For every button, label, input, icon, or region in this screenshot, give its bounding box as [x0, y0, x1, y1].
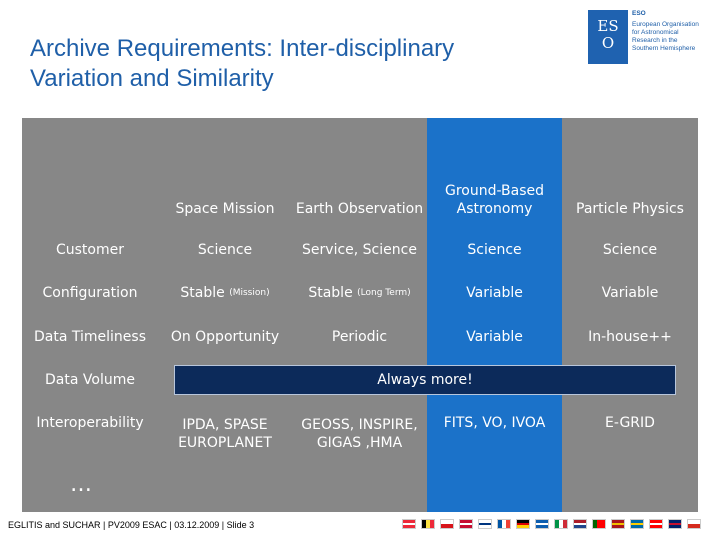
eso-logo-glyph-line-1: ES	[597, 17, 619, 35]
flag-uk-icon	[668, 519, 682, 529]
eso-logo-text: ESO European Organisation for Astronomic…	[632, 10, 712, 53]
eso-short-name: ESO	[632, 10, 646, 17]
column-bg-ground-based-astronomy	[427, 118, 562, 512]
cell-interop-space-mission: IPDA, SPASE EUROPLANET	[178, 417, 272, 451]
cell-timeliness-space-mission: On Opportunity	[170, 329, 280, 345]
flag-netherlands-icon	[573, 519, 587, 529]
column-header-earth-observation: Earth Observation	[295, 201, 424, 217]
column-header-space-mission: Space Mission	[175, 201, 275, 217]
flag-denmark-icon	[459, 519, 473, 529]
eso-logo: ES O	[588, 10, 628, 64]
cell-configuration-space-mission: Stable (Mission)	[158, 281, 292, 305]
flag-portugal-icon	[592, 519, 606, 529]
row-label-customer: Customer	[55, 242, 124, 258]
member-state-flags	[402, 519, 701, 529]
cell-timeliness-earth-observation: Periodic	[331, 329, 388, 345]
flag-belgium-icon	[421, 519, 435, 529]
flag-italy-icon	[554, 519, 568, 529]
cell-customer-particle-physics: Science	[602, 242, 658, 258]
cell-configuration-ground-based: Variable	[466, 285, 523, 301]
cell-configuration-space-mission-note: (Mission)	[229, 288, 270, 298]
flag-sweden-icon	[630, 519, 644, 529]
cell-configuration-particle-physics: Variable	[601, 285, 659, 301]
slide-title-line-2: Variation and Similarity	[30, 65, 274, 92]
cell-configuration-earth-observation-note: (Long Term)	[357, 288, 411, 298]
cell-customer-space-mission: Science	[197, 242, 253, 258]
cell-customer-earth-observation: Service, Science	[302, 242, 417, 258]
cell-customer-ground-based: Science	[467, 242, 522, 258]
row-label-configuration: Configuration	[42, 285, 138, 301]
eso-name-line-3: Research in the	[632, 37, 678, 44]
column-bg-space-mission	[158, 118, 292, 512]
flag-switzerland-icon	[649, 519, 663, 529]
more-rows-ellipsis: …	[70, 472, 94, 497]
row-label-data-timeliness: Data Timeliness	[34, 329, 146, 345]
flag-chile-icon	[687, 519, 701, 529]
cell-timeliness-particle-physics: In-house++	[588, 329, 672, 345]
row-label-interoperability: Interoperability	[36, 415, 144, 431]
slide-title: Archive Requirements: Inter-disciplinary…	[30, 34, 570, 94]
eso-logo-glyph-line-2: O	[601, 34, 615, 52]
cell-configuration-earth-observation: Stable (Long Term)	[292, 281, 427, 305]
eso-logo-glyph: ES O	[588, 18, 628, 52]
slide-title-line-1: Archive Requirements: Inter-disciplinary	[30, 35, 455, 62]
cell-interop-particle-physics: E-GRID	[605, 415, 655, 431]
flag-greece-icon	[535, 519, 549, 529]
eso-name-line-1: European Organisation	[632, 21, 699, 28]
cell-timeliness-ground-based: Variable	[466, 329, 523, 345]
flag-germany-icon	[516, 519, 530, 529]
cell-configuration-earth-observation-value: Stable	[308, 285, 353, 301]
cell-configuration-space-mission-value: Stable	[180, 285, 225, 301]
flag-france-icon	[497, 519, 511, 529]
flag-finland-icon	[478, 519, 492, 529]
column-header-particle-physics: Particle Physics	[576, 201, 684, 217]
cell-interop-ground-based: FITS, VO, IVOA	[443, 415, 546, 431]
row-label-data-volume: Data Volume	[45, 372, 135, 388]
slide-footer: EGLITIS and SUCHAR | PV2009 ESAC | 03.12…	[8, 520, 255, 530]
flag-austria-icon	[402, 519, 416, 529]
eso-name-line-2: for Astronomical	[632, 29, 679, 36]
flag-spain-icon	[611, 519, 625, 529]
column-bg-particle-physics	[562, 118, 698, 512]
column-header-ground-based-astronomy: Ground-Based Astronomy	[444, 183, 545, 217]
data-volume-banner: Always more!	[174, 365, 676, 395]
eso-name-line-4: Southern Hemisphere	[632, 45, 696, 52]
flag-czech-icon	[440, 519, 454, 529]
cell-interop-earth-observation: GEOSS, INSPIRE, GIGAS ,HMA	[301, 417, 418, 451]
row-label-column	[22, 118, 158, 512]
column-bg-earth-observation	[292, 118, 427, 512]
